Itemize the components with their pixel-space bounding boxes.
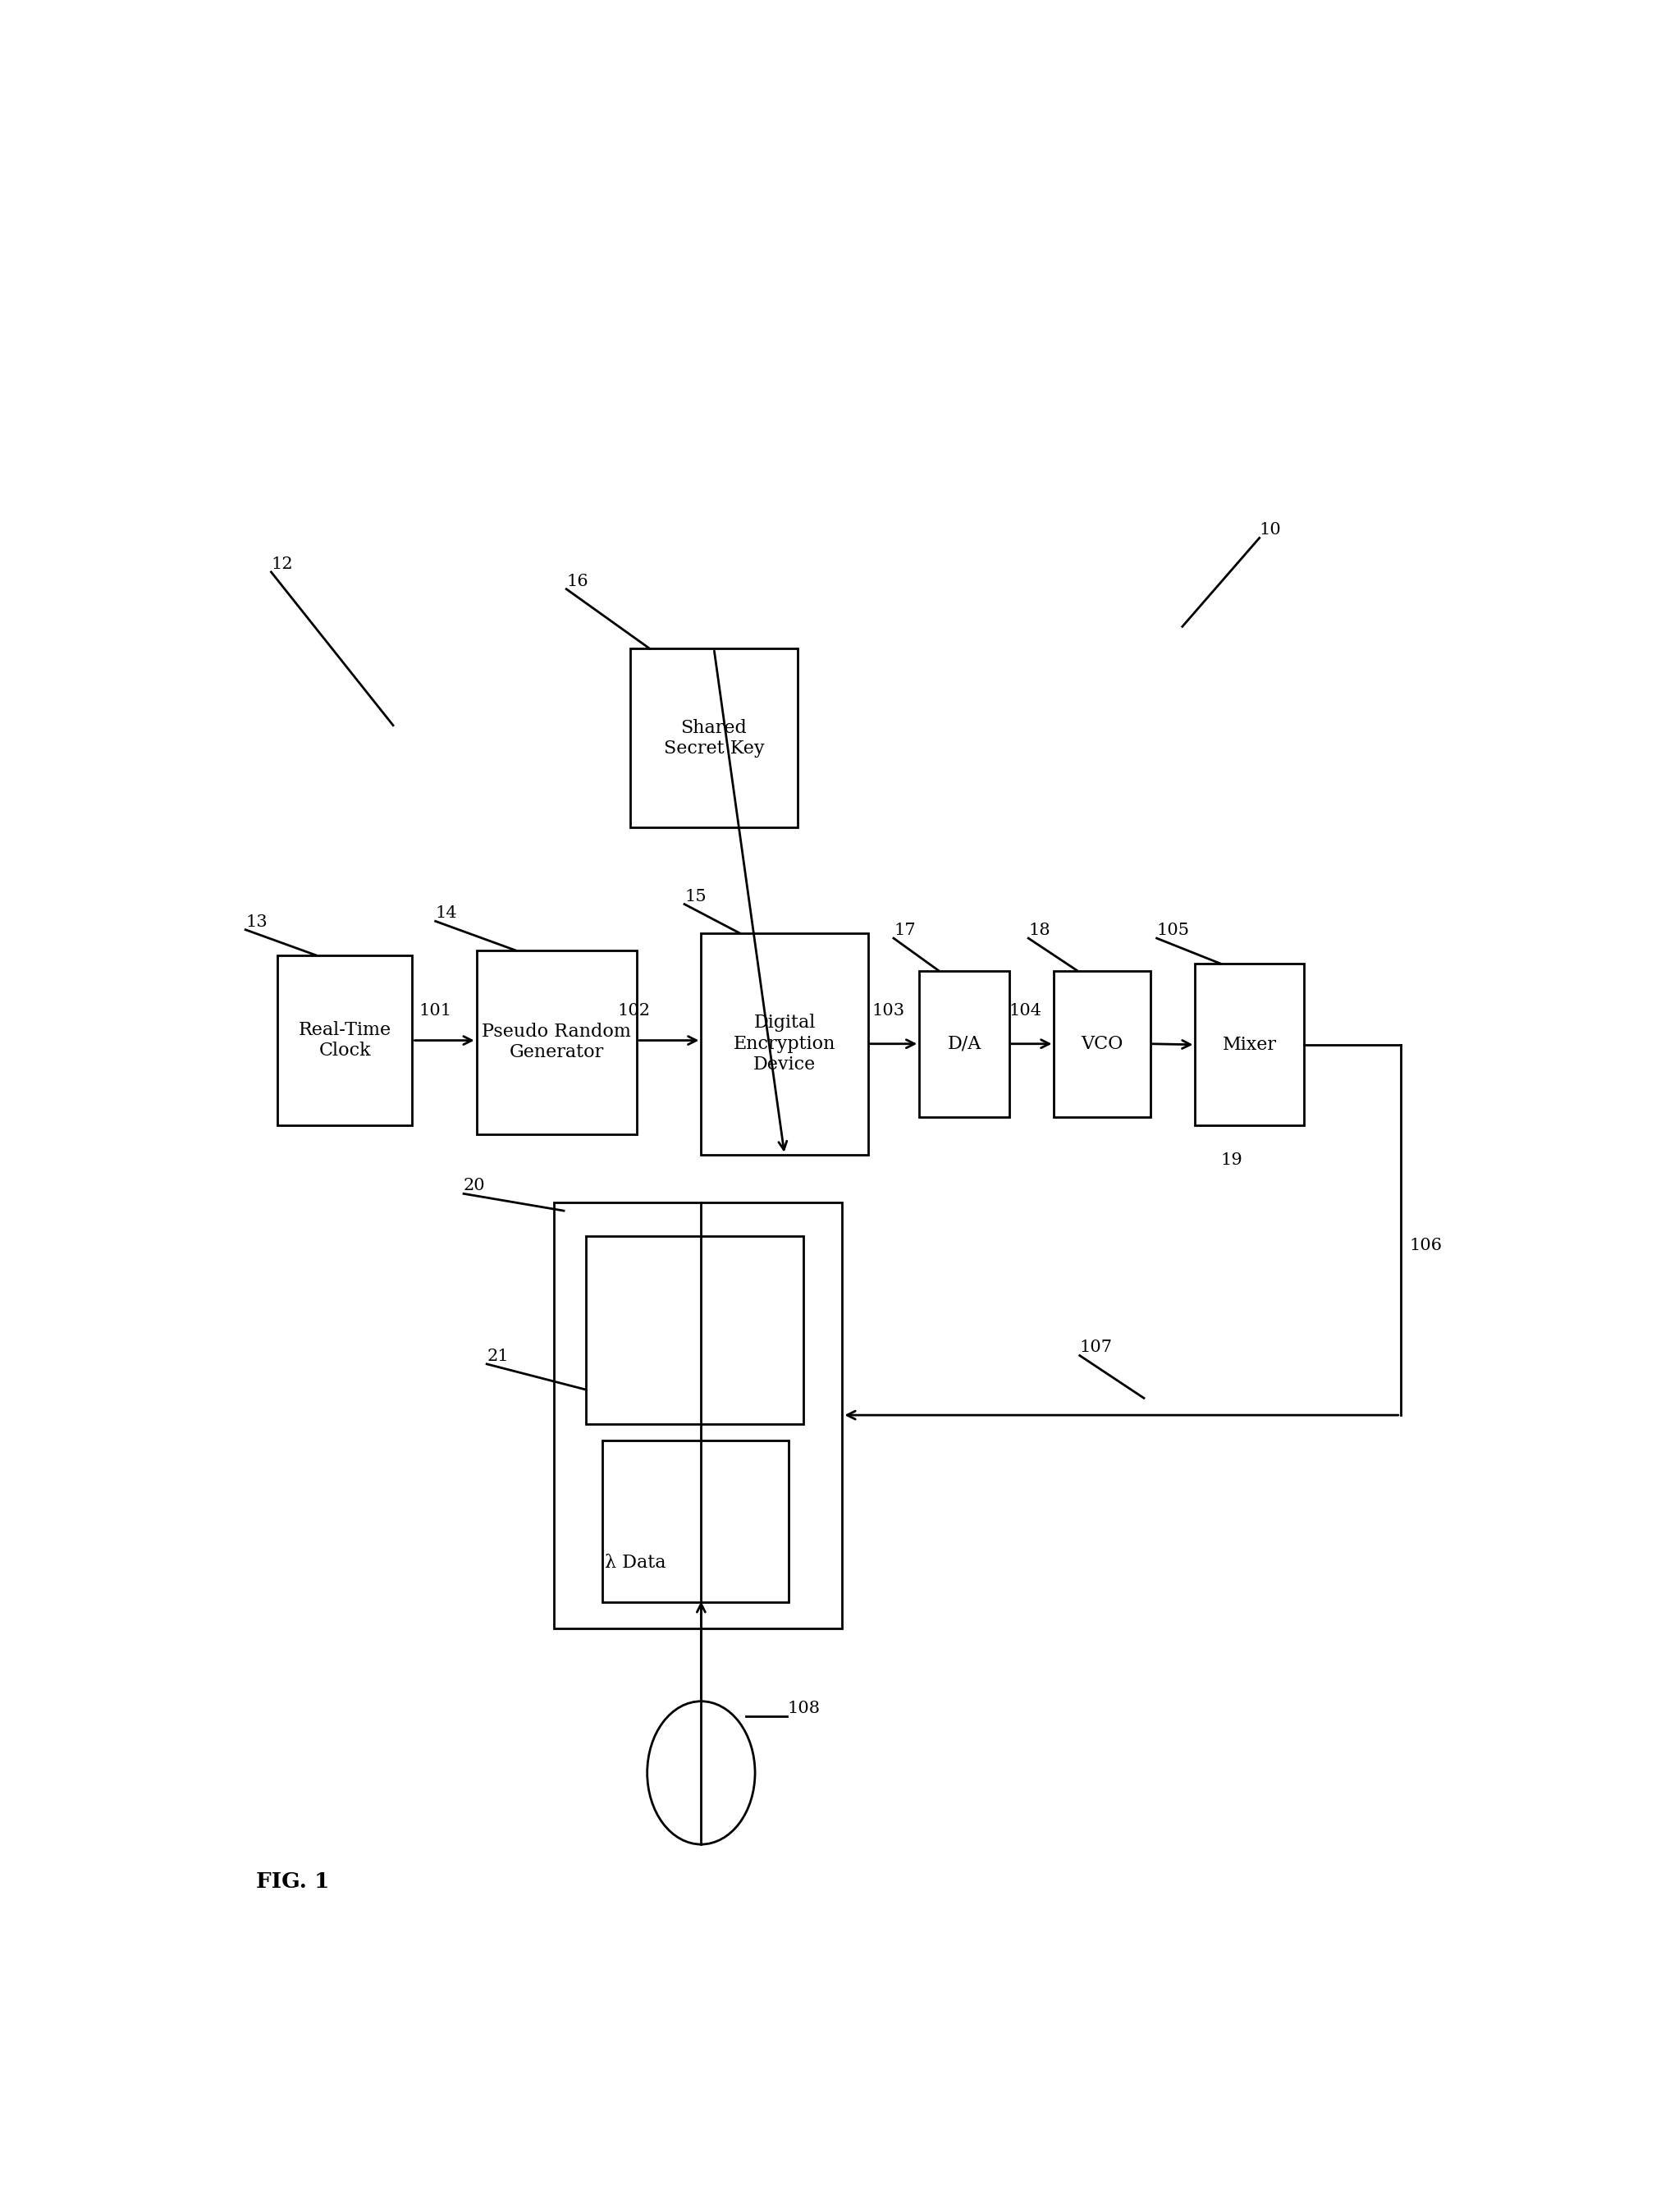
Text: λ Data: λ Data (604, 1553, 666, 1573)
Text: 14: 14 (436, 905, 457, 920)
Text: Real-Time
Clock: Real-Time Clock (298, 1022, 391, 1060)
Text: 15: 15 (684, 889, 705, 905)
Text: Shared
Secret Key: Shared Secret Key (664, 719, 765, 757)
Bar (1055, 971, 1151, 1117)
Text: 17: 17 (894, 922, 916, 938)
Text: 19: 19 (1220, 1152, 1244, 1168)
Text: 18: 18 (1028, 922, 1050, 938)
Text: Pseudo Random
Generator: Pseudo Random Generator (482, 1022, 631, 1062)
Text: 20: 20 (464, 1179, 485, 1194)
Text: D/A: D/A (947, 1035, 980, 1053)
Text: 101: 101 (419, 1002, 452, 1018)
Bar (631, 648, 798, 827)
Text: 16: 16 (566, 573, 588, 588)
Bar (278, 956, 412, 1126)
Text: 21: 21 (487, 1349, 508, 1365)
Text: VCO: VCO (1081, 1035, 1123, 1053)
Bar (919, 971, 1009, 1117)
Bar (586, 1237, 803, 1425)
Text: 104: 104 (1009, 1002, 1042, 1018)
Text: 13: 13 (245, 914, 268, 929)
Bar (1196, 964, 1305, 1126)
Bar (477, 951, 638, 1135)
Text: 105: 105 (1156, 922, 1189, 938)
Text: 107: 107 (1080, 1340, 1113, 1356)
Text: 102: 102 (618, 1002, 651, 1018)
Text: FIG. 1: FIG. 1 (255, 1871, 330, 1891)
Text: 103: 103 (871, 1002, 904, 1018)
Bar (553, 1203, 843, 1628)
Text: 10: 10 (1259, 522, 1282, 538)
Text: 12: 12 (272, 557, 293, 573)
Text: Mixer: Mixer (1222, 1035, 1277, 1053)
Bar (700, 933, 868, 1155)
Bar (603, 1440, 788, 1601)
Text: 108: 108 (787, 1701, 820, 1717)
Text: 106: 106 (1409, 1239, 1442, 1254)
Circle shape (647, 1701, 755, 1845)
Text: Digital
Encryption
Device: Digital Encryption Device (734, 1013, 836, 1073)
